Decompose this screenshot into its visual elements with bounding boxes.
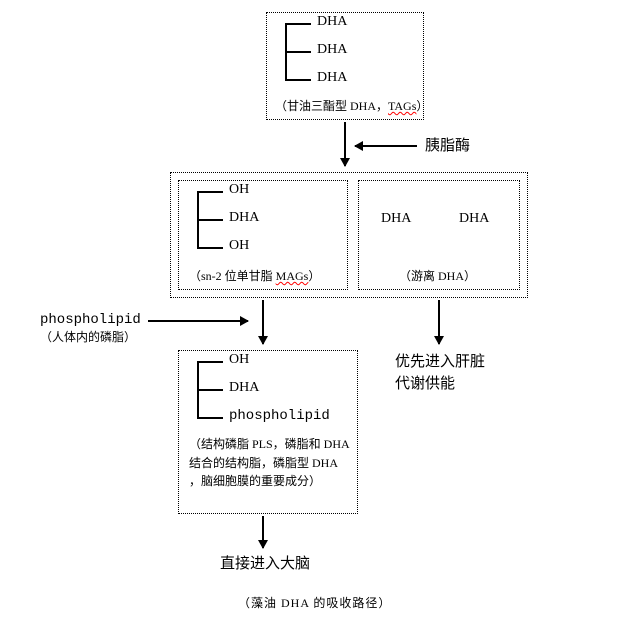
arrow-mags-down [262, 300, 264, 344]
pls-branch-2: DHA [229, 380, 259, 396]
arrow-free-down [438, 300, 440, 344]
tag-caption: （甘油三酯型 DHA，TAGs） [275, 97, 428, 114]
arrow-tag-to-enzyme [344, 122, 346, 166]
free-dha-1: DHA [381, 211, 411, 227]
enzyme-label: 胰脂酶 [425, 136, 470, 158]
box-mags: OH DHA OH （sn-2 位单甘脂 MAGs） [178, 180, 348, 290]
box-free-dha: DHA DHA （游离 DHA） [358, 180, 520, 290]
mags-caption: （sn-2 位单甘脂 MAGs） [189, 267, 320, 284]
arrow-phospholipid [148, 320, 248, 322]
tag-branch-3: DHA [317, 70, 347, 86]
brain-text: 直接进入大脑 [220, 554, 310, 576]
free-dha-2: DHA [459, 211, 489, 227]
free-dha-caption: （游离 DHA） [399, 267, 476, 284]
glycerol-pls: OH DHA phospholipid [197, 361, 347, 425]
box-pls: OH DHA phospholipid （结构磷脂 PLS，磷脂和 DHA 结合… [178, 350, 358, 514]
pls-caption: （结构磷脂 PLS，磷脂和 DHA 结合的结构脂，磷脂型 DHA ，脑细胞膜的重… [189, 435, 349, 491]
glycerol-tag: DHA DHA DHA [285, 23, 405, 87]
tag-branch-1: DHA [317, 14, 347, 30]
glycerol-mags: OH DHA OH [197, 191, 317, 255]
tag-branch-2: DHA [317, 42, 347, 58]
mags-branch-1: OH [229, 182, 249, 198]
phospholipid-label: phospholipid （人体内的磷脂） [40, 312, 141, 345]
mags-branch-2: DHA [229, 210, 259, 226]
liver-text: 优先进入肝脏 代谢供能 [395, 352, 485, 396]
footer-caption: （藻油 DHA 的吸收路径） [238, 594, 391, 611]
pls-branch-3: phospholipid [229, 408, 330, 424]
pls-branch-1: OH [229, 352, 249, 368]
mags-branch-3: OH [229, 238, 249, 254]
arrow-enzyme [355, 145, 417, 147]
box-tag: DHA DHA DHA （甘油三酯型 DHA，TAGs） [266, 12, 424, 120]
arrow-pls-down [262, 516, 264, 548]
